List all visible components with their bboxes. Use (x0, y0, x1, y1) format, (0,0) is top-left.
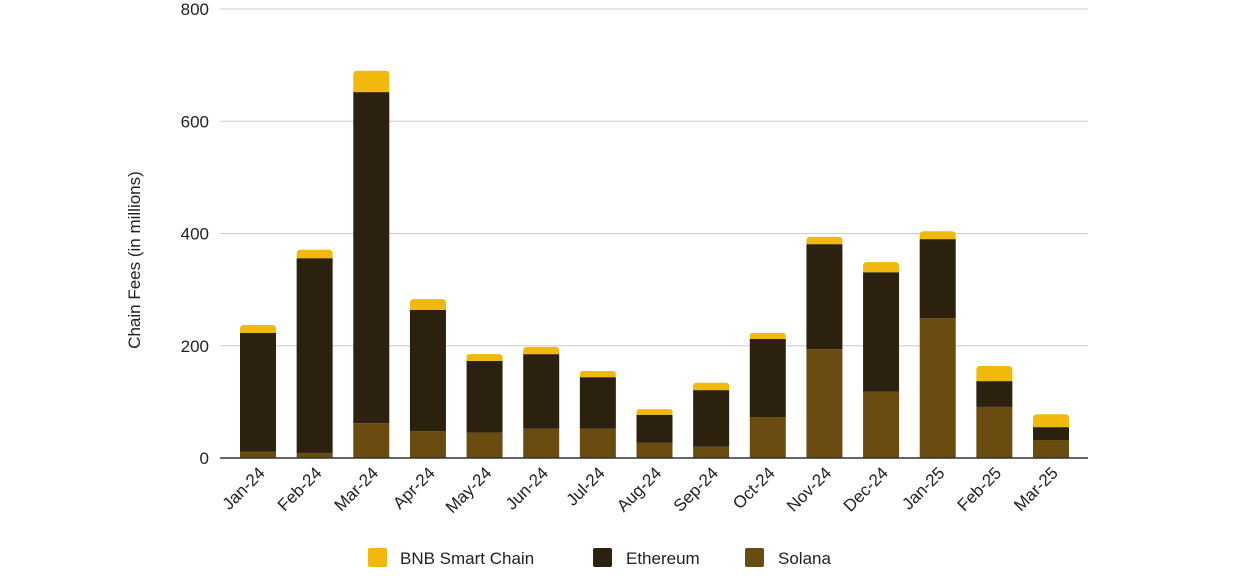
x-tick-label: May-24 (442, 463, 496, 517)
bar-stack (523, 346, 560, 458)
bar-ethereum (296, 258, 333, 453)
x-tick-label: Jan-25 (898, 463, 948, 513)
bar-bnb-smart-chain (693, 382, 730, 391)
y-tick-label: 0 (200, 449, 209, 468)
bar-solana (466, 432, 503, 458)
bar-stack (976, 365, 1013, 458)
bar-solana (409, 431, 446, 458)
bar-bnb-smart-chain (1033, 414, 1069, 428)
bar-stack (693, 382, 730, 458)
bar-ethereum (749, 339, 786, 418)
bar-ethereum (636, 414, 673, 443)
bar-bnb-smart-chain (919, 231, 956, 240)
x-tick-label: Dec-24 (840, 463, 892, 515)
legend-label: BNB Smart Chain (400, 549, 534, 568)
bar-bnb-smart-chain (976, 365, 1013, 382)
bar-stack (806, 236, 843, 458)
x-tick-label: Jan-24 (219, 463, 269, 513)
bar-stack (1033, 414, 1069, 458)
bar-solana (579, 428, 616, 458)
x-tick-label: Jun-24 (502, 463, 552, 513)
legend-label: Solana (778, 549, 831, 568)
y-tick-label: 400 (181, 225, 209, 244)
bar-solana (863, 391, 900, 458)
x-tick-label: Oct-24 (729, 463, 779, 513)
legend-label: Ethereum (626, 549, 700, 568)
legend-item: BNB Smart Chain (368, 548, 534, 568)
bar-bnb-smart-chain (636, 409, 673, 415)
bar-solana (353, 423, 390, 458)
x-tick-label: Apr-24 (389, 463, 439, 513)
gridlines (220, 8, 1088, 347)
bar-stack (353, 70, 390, 458)
bar-bnb-smart-chain (409, 299, 446, 310)
bar-bnb-smart-chain (863, 262, 900, 273)
bar-stack (579, 371, 616, 458)
x-tick-label: Feb-24 (274, 463, 326, 515)
bar-stack (919, 231, 956, 458)
y-axis-title: Chain Fees (in millions) (125, 171, 144, 349)
bar-ethereum (466, 360, 503, 433)
bar-solana (919, 318, 956, 458)
bar-ethereum (806, 244, 843, 350)
bar-solana (1033, 440, 1069, 458)
legend-swatch (593, 548, 612, 567)
x-tick-label: Mar-25 (1010, 463, 1062, 515)
x-tick-label: Aug-24 (613, 463, 665, 515)
bar-ethereum (240, 332, 276, 452)
bar-bnb-smart-chain (466, 354, 503, 361)
y-axis-ticks: 0 200 400 600 800 (181, 0, 209, 468)
bars (240, 70, 1069, 458)
bar-bnb-smart-chain (806, 236, 843, 245)
bar-ethereum (353, 92, 390, 424)
bar-solana (806, 349, 843, 458)
legend: BNB Smart Chain Ethereum Solana (368, 548, 831, 568)
bar-bnb-smart-chain (296, 249, 333, 259)
bar-ethereum (1033, 427, 1069, 441)
bar-solana (523, 428, 560, 458)
bar-solana (296, 452, 333, 458)
bar-ethereum (579, 377, 616, 429)
bar-ethereum (523, 354, 560, 429)
x-tick-label: Mar-24 (331, 463, 383, 515)
bar-ethereum (863, 272, 900, 392)
x-tick-label: Nov-24 (783, 463, 835, 515)
bar-stack (749, 332, 786, 458)
bar-stack (240, 324, 276, 458)
bar-ethereum (919, 239, 956, 319)
bar-ethereum (409, 309, 446, 432)
bar-ethereum (693, 390, 730, 447)
bar-stack (636, 409, 673, 458)
legend-item: Solana (745, 548, 831, 568)
x-tick-label: Sep-24 (670, 463, 722, 515)
legend-swatch (745, 548, 764, 567)
bar-stack (466, 354, 503, 458)
bar-ethereum (976, 381, 1013, 407)
y-tick-label: 200 (181, 337, 209, 356)
bar-solana (240, 451, 276, 458)
bar-bnb-smart-chain (240, 324, 276, 333)
bar-solana (976, 406, 1013, 458)
x-tick-label: Feb-25 (954, 463, 1006, 515)
bar-solana (636, 442, 673, 458)
legend-swatch (368, 548, 387, 567)
bar-stack (296, 249, 333, 458)
legend-item: Ethereum (593, 548, 700, 568)
bar-bnb-smart-chain (579, 371, 616, 378)
x-tick-label: Jul-24 (563, 463, 609, 509)
x-axis-ticks: Jan-24 Feb-24 Mar-24 Apr-24 May-24 Jun-24 Jul-… (219, 463, 1062, 517)
bar-bnb-smart-chain (523, 346, 560, 355)
y-tick-label: 600 (181, 112, 209, 131)
bar-bnb-smart-chain (353, 70, 390, 93)
bar-bnb-smart-chain (749, 332, 786, 340)
bar-stack (409, 299, 446, 458)
y-tick-label: 800 (181, 0, 209, 19)
bar-stack (863, 262, 900, 458)
bar-solana (693, 446, 730, 458)
bar-solana (749, 417, 786, 458)
